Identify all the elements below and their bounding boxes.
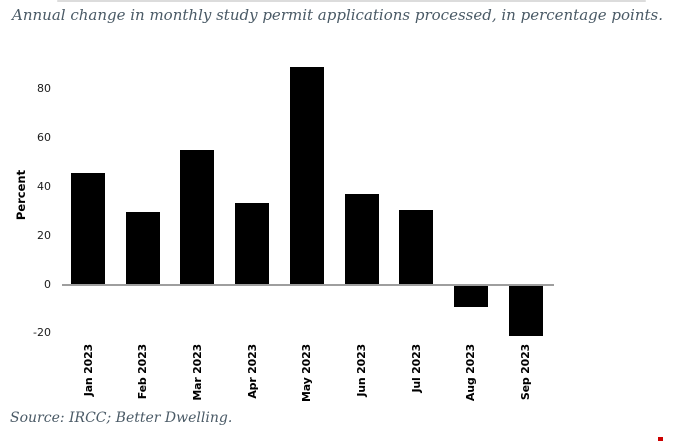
bar-apr-2023 [235, 203, 270, 285]
y-tick-label: 60 [37, 131, 51, 145]
y-tick-label: 40 [37, 179, 51, 193]
y-axis-label: Percent [14, 169, 28, 221]
x-tick-label: Mar 2023 [190, 344, 204, 401]
bar-feb-2023 [125, 211, 160, 285]
bar-mar-2023 [180, 149, 215, 285]
top-divider-line [57, 0, 646, 2]
bar-jan-2023 [71, 172, 105, 285]
bar-sep-2023 [508, 285, 543, 336]
red-artifact-mark [658, 437, 663, 441]
bar-jul-2023 [399, 209, 434, 285]
bar-jun-2023 [344, 194, 379, 285]
x-tick-label: Jun 2023 [355, 344, 368, 397]
y-tick-label: 80 [37, 82, 51, 96]
x-tick-label: Jul 2023 [409, 344, 423, 393]
y-tick-label: 0 [44, 277, 51, 291]
y-tick-label: -20 [33, 326, 51, 340]
zero-axis-line [62, 284, 554, 286]
x-tick-label: Jan 2023 [81, 344, 95, 397]
x-tick-label: Feb 2023 [136, 344, 150, 400]
bar-may-2023 [289, 67, 324, 285]
bar-aug-2023 [453, 285, 488, 308]
chart-title: Annual change in monthly study permit ap… [12, 6, 663, 24]
source-note: Source: IRCC; Better Dwelling. [10, 410, 233, 426]
x-tick-label: May 2023 [300, 344, 314, 403]
x-tick-label: Apr 2023 [245, 344, 259, 399]
x-tick-label: Sep 2023 [519, 344, 533, 401]
x-tick-label: Aug 2023 [464, 344, 478, 402]
y-tick-label: 20 [37, 228, 51, 242]
